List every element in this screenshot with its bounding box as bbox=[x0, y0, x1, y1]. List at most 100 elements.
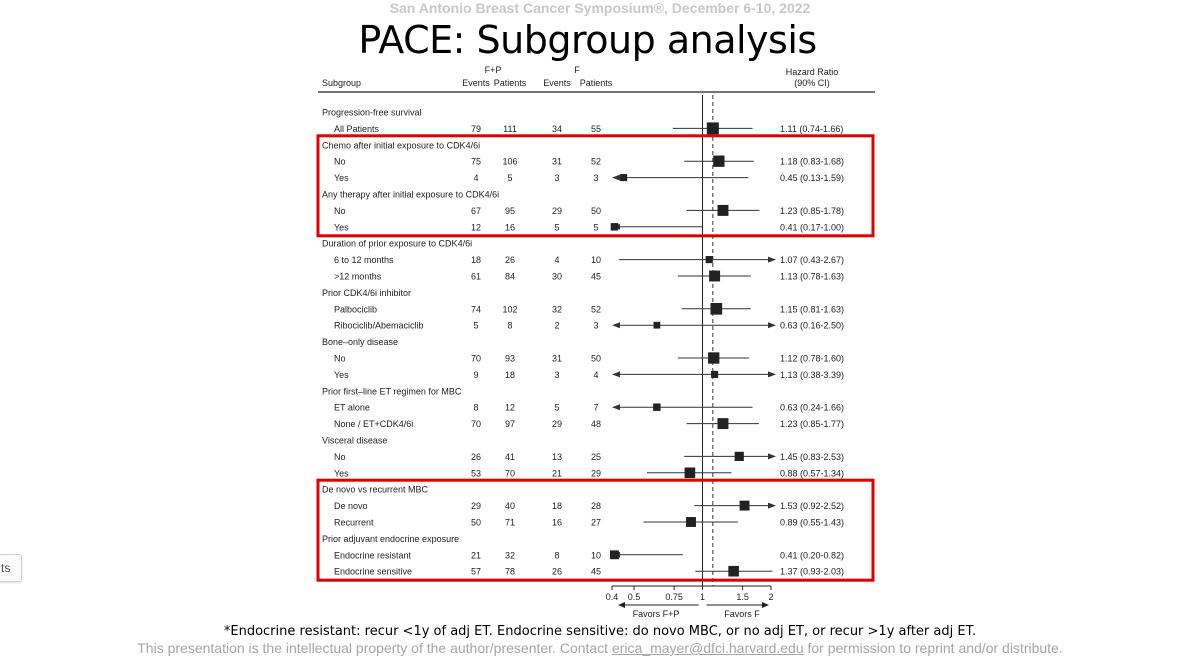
subgroup-label: All Patients bbox=[334, 124, 380, 134]
ci-arrow-right bbox=[768, 256, 776, 263]
f-patients-value: 50 bbox=[591, 354, 601, 364]
subgroup-label: Endocrine sensitive bbox=[334, 567, 412, 577]
fp-patients-value: 8 bbox=[507, 321, 512, 331]
fp-patients-value: 12 bbox=[505, 403, 515, 413]
header-fp-events: Events bbox=[462, 78, 490, 88]
subgroup-label: No bbox=[334, 206, 346, 216]
fp-events-value: 67 bbox=[471, 206, 481, 216]
favors-left-label: Favors F+P bbox=[633, 609, 680, 619]
f-events-value: 29 bbox=[552, 206, 562, 216]
fp-patients-value: 97 bbox=[505, 419, 515, 429]
slide-title: PACE: Subgroup analysis bbox=[358, 18, 817, 62]
fp-events-value: 29 bbox=[471, 501, 481, 511]
fp-events-value: 79 bbox=[471, 124, 481, 134]
subgroup-label: Yes bbox=[334, 173, 349, 183]
fp-events-value: 53 bbox=[471, 468, 481, 478]
fp-patients-value: 16 bbox=[505, 222, 515, 232]
fp-events-value: 57 bbox=[471, 567, 481, 577]
f-events-value: 2 bbox=[554, 321, 559, 331]
header-fp-patients: Patients bbox=[494, 78, 527, 88]
f-events-value: 30 bbox=[552, 272, 562, 282]
subgroup-heading: Chemo after initial exposure to CDK4/6i bbox=[322, 140, 480, 150]
f-events-value: 32 bbox=[552, 304, 562, 314]
fp-events-value: 70 bbox=[471, 354, 481, 364]
f-patients-value: 4 bbox=[593, 370, 598, 380]
x-tick-label: 0.4 bbox=[606, 592, 619, 602]
point-estimate bbox=[739, 500, 750, 511]
subgroup-label: Palbociclib bbox=[334, 304, 377, 314]
hazard-ratio-value: 0.89 (0.55-1.43) bbox=[780, 518, 844, 528]
hazard-ratio-value: 0.41 (0.17-1.00) bbox=[780, 222, 844, 232]
copyright-notice: This presentation is the intellectual pr… bbox=[0, 640, 1200, 658]
subgroup-heading: Prior adjuvant endocrine exposure bbox=[322, 534, 459, 544]
fp-patients-value: 41 bbox=[505, 452, 515, 462]
hazard-ratio-value: 1.53 (0.92-2.52) bbox=[780, 501, 844, 511]
subgroup-heading: Visceral disease bbox=[322, 436, 387, 446]
side-panel-tab[interactable]: ts bbox=[0, 554, 22, 582]
point-estimate bbox=[717, 204, 729, 216]
f-patients-value: 50 bbox=[591, 206, 601, 216]
fp-events-value: 26 bbox=[471, 452, 481, 462]
fp-events-value: 9 bbox=[473, 370, 478, 380]
fp-events-value: 8 bbox=[473, 403, 478, 413]
subgroup-label: 6 to 12 months bbox=[334, 255, 394, 265]
fp-patients-value: 106 bbox=[502, 157, 517, 167]
header-f-patients: Patients bbox=[580, 78, 613, 88]
subgroup-label: No bbox=[334, 157, 346, 167]
f-patients-value: 28 bbox=[591, 501, 601, 511]
fp-patients-value: 40 bbox=[505, 501, 515, 511]
point-estimate bbox=[709, 270, 721, 282]
x-tick-label: 0.75 bbox=[665, 592, 683, 602]
subgroup-heading: Prior first–line ET regimen for MBC bbox=[322, 386, 462, 396]
f-patients-value: 10 bbox=[591, 255, 601, 265]
header-ci: (90% CI) bbox=[794, 78, 830, 88]
fp-events-value: 18 bbox=[471, 255, 481, 265]
favors-right-label: Favors F bbox=[724, 609, 760, 619]
hazard-ratio-value: 1.45 (0.83-2.53) bbox=[780, 452, 844, 462]
fp-patients-value: 78 bbox=[505, 567, 515, 577]
f-events-value: 26 bbox=[552, 567, 562, 577]
subgroup-label: None / ET+CDK4/6i bbox=[334, 419, 413, 429]
f-events-value: 3 bbox=[554, 173, 559, 183]
point-estimate bbox=[653, 321, 661, 329]
fp-events-value: 21 bbox=[471, 550, 481, 560]
f-patients-value: 27 bbox=[591, 518, 601, 528]
contact-email-link[interactable]: erica_mayer@dfci.harvard.edu bbox=[611, 640, 804, 656]
hazard-ratio-value: 1.12 (0.78-1.60) bbox=[780, 354, 844, 364]
f-events-value: 3 bbox=[554, 370, 559, 380]
f-patients-value: 7 bbox=[593, 403, 598, 413]
point-estimate bbox=[610, 223, 619, 231]
subgroup-heading: De novo vs recurrent MBC bbox=[322, 485, 429, 495]
hazard-ratio-value: 1.11 (0.74-1.66) bbox=[780, 124, 843, 134]
f-events-value: 16 bbox=[552, 518, 562, 528]
f-patients-value: 45 bbox=[591, 567, 601, 577]
highlight-box bbox=[316, 478, 875, 582]
f-events-value: 13 bbox=[552, 452, 562, 462]
f-events-value: 34 bbox=[552, 124, 562, 134]
point-estimate bbox=[728, 565, 739, 577]
f-events-value: 29 bbox=[552, 419, 562, 429]
point-estimate bbox=[708, 352, 720, 364]
fp-patients-value: 32 bbox=[505, 550, 515, 560]
ci-arrow-left bbox=[612, 322, 620, 329]
f-events-value: 18 bbox=[552, 501, 562, 511]
f-events-value: 5 bbox=[554, 403, 559, 413]
f-events-value: 8 bbox=[554, 550, 559, 560]
x-tick-label: 1 bbox=[700, 592, 705, 602]
highlight-box bbox=[316, 134, 875, 238]
header-f-arm: F bbox=[574, 65, 580, 75]
fp-patients-value: 84 bbox=[505, 272, 515, 282]
ci-arrow-right bbox=[768, 453, 776, 460]
f-patients-value: 5 bbox=[593, 222, 598, 232]
subgroup-label: Ribociclib/Abemaciclib bbox=[334, 321, 424, 331]
f-patients-value: 25 bbox=[591, 452, 601, 462]
fp-patients-value: 111 bbox=[503, 124, 517, 134]
point-estimate bbox=[711, 370, 719, 378]
ci-arrow-left bbox=[612, 174, 620, 181]
ci-arrow-right bbox=[768, 322, 776, 329]
point-estimate bbox=[620, 174, 628, 182]
point-estimate bbox=[684, 467, 696, 479]
fp-patients-value: 95 bbox=[505, 206, 515, 216]
f-patients-value: 3 bbox=[593, 321, 598, 331]
point-estimate bbox=[706, 122, 719, 135]
